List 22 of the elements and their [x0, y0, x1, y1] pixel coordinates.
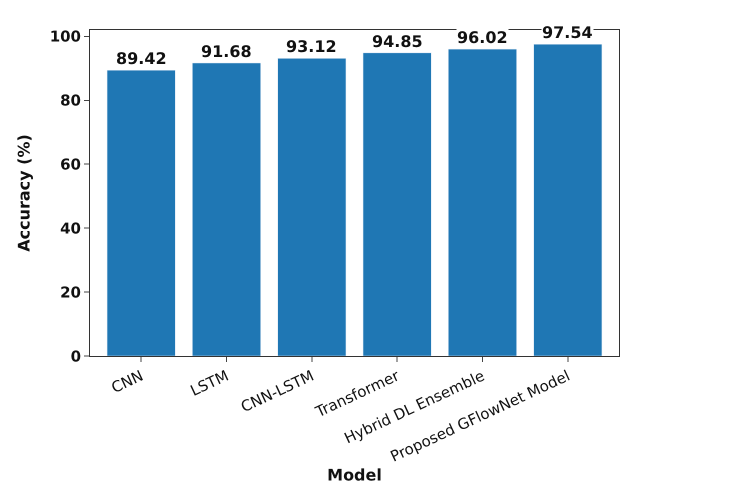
- data-label: 93.12: [286, 37, 337, 56]
- y-tick-label: 60: [60, 155, 81, 174]
- y-tick-label: 20: [60, 283, 81, 302]
- y-tick-label: 40: [60, 219, 81, 238]
- bar: [277, 58, 346, 356]
- bar: [106, 70, 176, 356]
- bar: [448, 48, 517, 356]
- x-tick-label: LSTM: [188, 366, 232, 400]
- y-axis-title: Accuracy (%): [14, 134, 34, 252]
- data-label: 97.54: [542, 23, 593, 42]
- bar: [533, 44, 602, 356]
- x-axis-title: Model: [327, 465, 382, 484]
- y-tick-label: 0: [70, 347, 81, 366]
- data-label: 89.42: [116, 49, 167, 68]
- x-tick-label: CNN: [108, 366, 146, 397]
- bar: [192, 62, 261, 356]
- data-label: 94.85: [372, 32, 423, 51]
- y-tick-label: 100: [50, 28, 81, 46]
- data-label: 96.02: [457, 28, 508, 47]
- data-label: 91.68: [201, 42, 252, 61]
- y-tick-label: 80: [60, 92, 81, 110]
- bar: [362, 52, 432, 356]
